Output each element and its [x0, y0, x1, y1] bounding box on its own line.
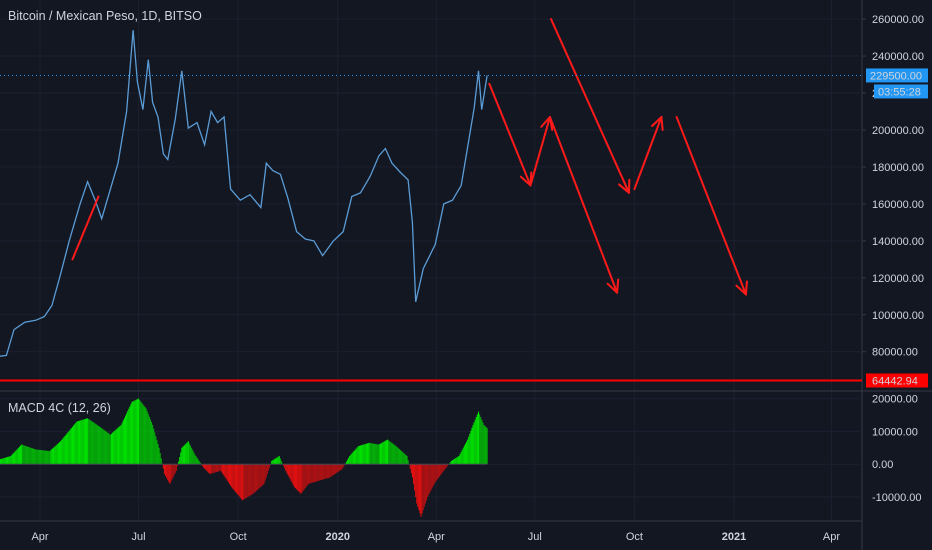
price-tick-label: 160000.00: [872, 199, 924, 211]
arrow-head: [744, 280, 748, 296]
arrow-segment: [548, 116, 619, 294]
time-tick-label: Jul: [528, 531, 542, 543]
arrow-segment: [550, 18, 630, 194]
price-tick-label: 80000.00: [872, 347, 918, 359]
macd-axis[interactable]: 20000.00 10000.00 0.00 -10000.00: [872, 394, 922, 504]
arrow-head: [651, 116, 663, 128]
time-tick-label: Apr: [31, 531, 48, 543]
macd-title: MACD 4C (12, 26): [8, 401, 111, 415]
macd-tick-label: 10000.00: [872, 426, 918, 438]
arrow-head: [540, 116, 551, 128]
price-tick-label: 120000.00: [872, 273, 924, 285]
arrow-head: [519, 175, 532, 187]
price-tag-value: 229500.00: [870, 70, 922, 82]
time-tick-label: Oct: [626, 531, 643, 543]
support-tag: 64442.94: [866, 373, 928, 388]
chart-title: Bitcoin / Mexican Peso, 1D, BITSO: [8, 9, 202, 23]
time-tick-label: 2021: [722, 531, 746, 543]
time-tick-label: 2020: [325, 531, 349, 543]
arrow-head: [616, 278, 620, 294]
macd-tick-label: 20000.00: [872, 394, 918, 406]
price-tick-label: 240000.00: [872, 51, 924, 63]
arrow-segment: [71, 195, 100, 261]
time-tick-label: Apr: [428, 531, 445, 543]
countdown-background: [874, 84, 928, 99]
arrow-segment: [488, 82, 532, 187]
price-tick-label: 180000.00: [872, 162, 924, 174]
macd-histogram: [0, 398, 488, 517]
arrow-head: [735, 284, 747, 296]
countdown-value: 03:55:28: [878, 86, 921, 98]
price-tag-background: [866, 68, 928, 83]
price-tick-label: 100000.00: [872, 310, 924, 322]
arrow-head: [606, 282, 619, 294]
arrow-head: [660, 116, 664, 131]
macd-tick-label: -10000.00: [872, 492, 922, 504]
time-tick-label: Jul: [131, 531, 145, 543]
time-tick-label: Apr: [823, 531, 840, 543]
support-tag-background: [866, 373, 928, 388]
current-price-tag: 229500.00: [866, 68, 928, 83]
price-axis[interactable]: 260000.00240000.00220000.00200000.001800…: [862, 14, 924, 359]
time-axis[interactable]: Apr Jul Oct 2020 Apr Jul Oct 2021 Apr: [31, 531, 840, 543]
macd-tick-label: 0.00: [872, 459, 893, 471]
price-tick-label: 200000.00: [872, 125, 924, 137]
arrow-segment: [633, 116, 663, 191]
arrow-head: [618, 183, 630, 194]
hand-drawn-arrows: [71, 18, 748, 296]
time-tick-label: Oct: [230, 531, 247, 543]
support-tag-value: 64442.94: [872, 375, 918, 387]
price-tick-label: 140000.00: [872, 236, 924, 248]
countdown-tag: 03:55:28: [874, 84, 928, 99]
arrow-segment: [675, 116, 747, 296]
price-tick-label: 260000.00: [872, 14, 924, 26]
arrow-segment: [529, 116, 551, 187]
price-line: [0, 30, 488, 357]
